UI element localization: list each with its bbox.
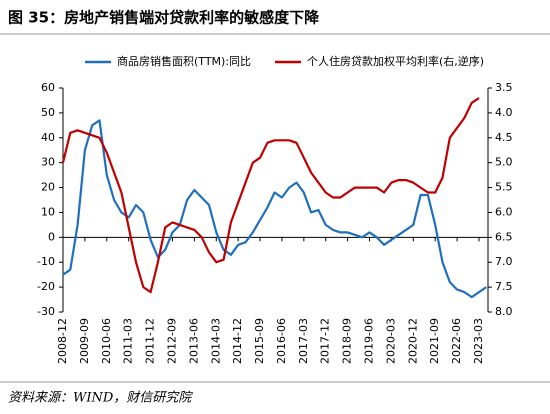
y-tick-label: 10 [41, 205, 55, 218]
y-tick-label: -30 [37, 305, 55, 318]
x-tick-label: 2020-12 [406, 318, 419, 364]
x-tick-label: 2018-09 [341, 318, 354, 364]
y-tick-label: 20 [41, 181, 55, 194]
source: 资料来源：WIND，财信研究院 [8, 390, 193, 406]
legend-label: 商品房销售面积(TTM):同比 [117, 54, 251, 68]
x-tick-label: 2011-12 [144, 318, 157, 364]
y-tick-label: 0 [48, 230, 55, 243]
y2-tick-label: 5.5 [495, 181, 513, 194]
y2-tick-label: 4.5 [495, 131, 513, 144]
x-tick-label: 2009-09 [78, 318, 91, 364]
chart-title: 图 35：房地产销售端对贷款利率的敏感度下降 [8, 9, 320, 27]
x-tick-label: 2014-12 [231, 318, 244, 364]
y-tick-label: -20 [37, 280, 55, 293]
x-tick-label: 2016-06 [275, 318, 288, 364]
y2-tick-label: 6.0 [495, 205, 513, 218]
y2-tick-label: 4.0 [495, 106, 513, 119]
y2-tick-label: 7.0 [495, 255, 513, 268]
x-tick-label: 2012-09 [165, 318, 178, 364]
x-tick-label: 2014-03 [209, 318, 222, 364]
x-tick-label: 2019-06 [363, 318, 376, 364]
x-tick-label: 2010-06 [100, 318, 113, 364]
x-tick-label: 2013-06 [187, 318, 200, 364]
y2-tick-label: 5.0 [495, 156, 513, 169]
x-tick-label: 2017-12 [319, 318, 332, 364]
x-tick-label: 2008-12 [56, 318, 69, 364]
y2-tick-label: 8.0 [495, 305, 513, 318]
y-tick-label: 50 [41, 106, 55, 119]
x-tick-label: 2023-03 [472, 318, 485, 364]
y-tick-label: -10 [37, 255, 55, 268]
y2-tick-label: 6.5 [495, 230, 513, 243]
y-tick-label: 30 [41, 156, 55, 169]
x-tick-label: 2020-03 [384, 318, 397, 364]
series-line [61, 97, 480, 294]
x-tick-label: 2021-09 [428, 318, 441, 364]
x-tick-label: 2015-09 [253, 318, 266, 364]
x-tick-label: 2017-03 [297, 318, 310, 364]
x-tick-label: 2011-03 [122, 318, 135, 364]
x-tick-label: 2022-06 [450, 318, 463, 364]
y-tick-label: 40 [41, 131, 55, 144]
y-tick-label: 60 [41, 81, 55, 94]
series-line [62, 119, 487, 299]
y2-tick-label: 7.5 [495, 280, 513, 293]
legend-label: 个人住房贷款加权平均利率(右,逆序) [307, 54, 484, 68]
y2-tick-label: 3.5 [495, 81, 513, 94]
